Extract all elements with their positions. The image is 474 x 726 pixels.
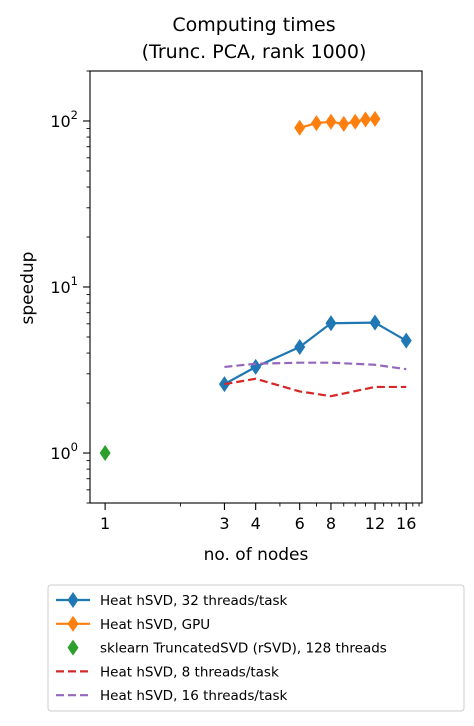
data-point — [310, 115, 322, 132]
series-layer — [99, 110, 412, 462]
y-axis-label: speedup — [18, 252, 38, 325]
data-point — [294, 119, 306, 136]
x-axis-label: no. of nodes — [204, 545, 309, 565]
x-tick-label: 4 — [251, 514, 261, 533]
x-tick-label: 8 — [326, 514, 336, 533]
legend-frame — [47, 584, 465, 712]
x-tick-label: 1 — [100, 514, 110, 533]
legend-label: Heat hSVD, 32 threads/task — [100, 593, 288, 609]
series-line — [224, 377, 407, 398]
data-point — [325, 113, 337, 130]
legend-label: Heat hSVD, GPU — [100, 617, 210, 633]
series-1 — [218, 314, 412, 393]
legend-entry: Heat hSVD, 16 threads/task — [56, 688, 288, 704]
legend-label: Heat hSVD, 8 threads/task — [100, 664, 279, 680]
chart-title: Computing times — [172, 14, 335, 36]
data-point — [400, 332, 412, 349]
data-point — [369, 110, 381, 127]
x-tick-label: 3 — [219, 514, 229, 533]
legend-label: sklearn TruncatedSVD (rSVD), 128 threads — [100, 641, 387, 657]
x-tick-label: 6 — [295, 514, 305, 533]
data-point — [325, 315, 337, 332]
data-point — [338, 115, 350, 132]
legend-marker — [67, 592, 79, 608]
series-5 — [224, 361, 407, 371]
legend-marker — [67, 639, 79, 656]
y-tick-label: 101 — [50, 274, 78, 297]
legend: Heat hSVD, 32 threads/task Heat hSVD, GPU… — [47, 584, 465, 712]
x-tick-label: 12 — [365, 514, 385, 533]
data-point — [294, 339, 306, 356]
legend-entry: sklearn TruncatedSVD (rSVD), 128 threads — [67, 639, 387, 657]
x-tick-label: 16 — [396, 514, 416, 533]
series-line — [224, 361, 407, 371]
series-3 — [99, 445, 111, 462]
data-point — [250, 358, 262, 375]
series-4 — [224, 377, 407, 398]
plot-frame — [89, 70, 423, 504]
data-point — [349, 113, 361, 130]
legend-entry: Heat hSVD, 8 threads/task — [56, 664, 279, 680]
y-tick-label: 102 — [50, 108, 78, 131]
data-point — [360, 111, 372, 128]
legend-label: Heat hSVD, 16 threads/task — [100, 688, 288, 704]
legend-entry: Heat hSVD, 32 threads/task — [56, 592, 288, 609]
legend-marker — [67, 615, 79, 632]
axes-layer: 100 101 102 1 3 4 6 8 12 16 — [50, 70, 423, 533]
series-2 — [294, 110, 381, 136]
legend-entry: Heat hSVD, GPU — [56, 615, 210, 633]
data-point — [99, 445, 111, 462]
y-tick-label: 100 — [50, 440, 78, 463]
series-line — [223, 321, 407, 386]
chart-subtitle: (Trunc. PCA, rank 1000) — [142, 41, 367, 63]
data-point — [369, 314, 381, 331]
